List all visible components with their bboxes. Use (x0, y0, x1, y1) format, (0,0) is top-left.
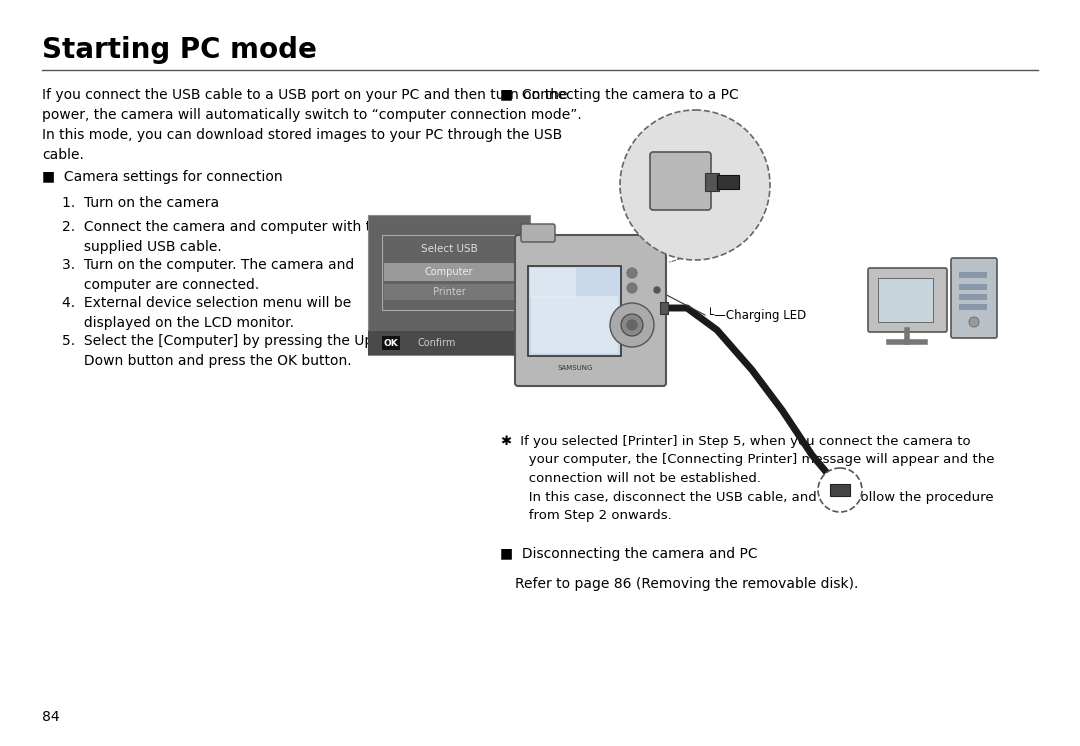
Circle shape (621, 314, 643, 336)
Circle shape (654, 287, 660, 293)
Text: ■  Disconnecting the camera and PC: ■ Disconnecting the camera and PC (500, 547, 758, 561)
Text: └—Charging LED: └—Charging LED (707, 307, 807, 322)
FancyBboxPatch shape (521, 224, 555, 242)
Circle shape (627, 320, 637, 330)
Text: Refer to page 86 (Removing the removable disk).: Refer to page 86 (Removing the removable… (515, 577, 859, 591)
FancyBboxPatch shape (515, 235, 666, 386)
FancyBboxPatch shape (650, 152, 711, 210)
Circle shape (620, 110, 770, 260)
Text: 3.  Turn on the computer. The camera and
     computer are connected.: 3. Turn on the computer. The camera and … (62, 258, 354, 292)
Text: 1.  Turn on the camera: 1. Turn on the camera (62, 196, 219, 210)
FancyBboxPatch shape (705, 173, 719, 191)
FancyBboxPatch shape (528, 266, 621, 356)
Text: Select USB: Select USB (420, 244, 477, 254)
Circle shape (969, 317, 978, 327)
Text: 4.  External device selection menu will be
     displayed on the LCD monitor.: 4. External device selection menu will b… (62, 296, 351, 330)
FancyBboxPatch shape (531, 296, 618, 353)
FancyBboxPatch shape (878, 278, 933, 322)
FancyBboxPatch shape (384, 263, 514, 281)
Circle shape (627, 268, 637, 278)
FancyBboxPatch shape (530, 268, 576, 298)
FancyBboxPatch shape (717, 175, 739, 189)
FancyBboxPatch shape (368, 331, 530, 355)
Text: 5.  Select the [Computer] by pressing the Up /
     Down button and press the OK: 5. Select the [Computer] by pressing the… (62, 334, 382, 368)
Text: ■  Connecting the camera to a PC: ■ Connecting the camera to a PC (500, 88, 739, 102)
FancyBboxPatch shape (831, 484, 850, 496)
FancyBboxPatch shape (951, 258, 997, 338)
FancyBboxPatch shape (660, 302, 669, 314)
FancyBboxPatch shape (959, 272, 987, 278)
FancyBboxPatch shape (382, 336, 400, 350)
Text: ■  Camera settings for connection: ■ Camera settings for connection (42, 170, 283, 184)
Circle shape (818, 468, 862, 512)
Text: Computer: Computer (424, 267, 473, 277)
FancyBboxPatch shape (959, 304, 987, 310)
FancyBboxPatch shape (368, 215, 530, 355)
Text: ✱: ✱ (500, 435, 511, 448)
Text: OK: OK (383, 339, 399, 348)
Text: SAMSUNG: SAMSUNG (557, 365, 593, 371)
Text: Printer: Printer (433, 287, 465, 297)
Text: 2.  Connect the camera and computer with the
     supplied USB cable.: 2. Connect the camera and computer with … (62, 220, 389, 254)
FancyBboxPatch shape (959, 284, 987, 290)
Circle shape (627, 283, 637, 293)
Text: 84: 84 (42, 710, 59, 724)
Text: Starting PC mode: Starting PC mode (42, 36, 316, 64)
Text: Confirm: Confirm (418, 338, 457, 348)
FancyBboxPatch shape (868, 268, 947, 332)
FancyBboxPatch shape (959, 294, 987, 300)
Circle shape (610, 303, 654, 347)
Text: If you connect the USB cable to a USB port on your PC and then turn on the
power: If you connect the USB cable to a USB po… (42, 88, 582, 162)
Text: If you selected [Printer] in Step 5, when you connect the camera to
   your comp: If you selected [Printer] in Step 5, whe… (516, 435, 995, 522)
FancyBboxPatch shape (384, 284, 514, 300)
